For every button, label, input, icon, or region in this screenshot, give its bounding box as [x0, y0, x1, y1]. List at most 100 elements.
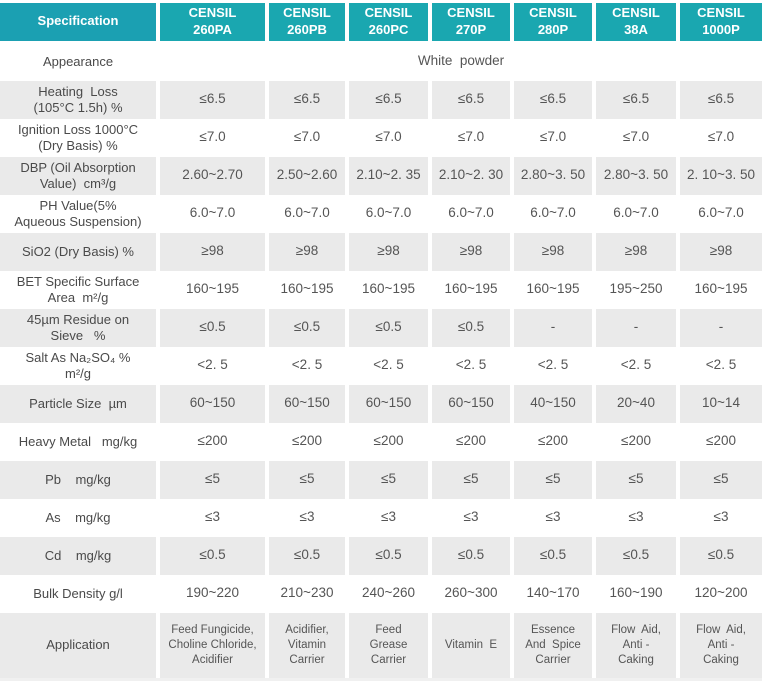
value-cell: 6.0~7.0: [160, 194, 269, 233]
value-cell: <2. 5: [160, 346, 269, 385]
value-cell: 10~14: [680, 384, 762, 423]
value-cell: 6.0~7.0: [680, 194, 762, 233]
table-row-as: As mg/kg ≤3 ≤3 ≤3 ≤3 ≤3 ≤3 ≤3: [0, 498, 762, 537]
spec-label: PH Value(5% Aqueous Suspension): [0, 194, 160, 233]
value-cell: ≤0.5: [514, 536, 596, 575]
value-cell: ≤7.0: [160, 118, 269, 157]
spec-label: Heavy Metal mg/kg: [0, 422, 160, 461]
value-cell: 20~40: [596, 384, 680, 423]
value-cell: ≤6.5: [349, 80, 432, 119]
value-cell: 2. 10~3. 50: [680, 156, 762, 195]
table-row-salt-as-na2so4: Salt As Na₂SO₄ % m²/g <2. 5 <2. 5 <2. 5 <2. …: [0, 346, 762, 385]
value-cell: ≤5: [160, 460, 269, 499]
value-cell: ≤5: [269, 460, 349, 499]
spec-label: 45µm Residue on Sieve %: [0, 308, 160, 347]
value-cell: ≤200: [269, 422, 349, 461]
value-cell: Essence And Spice Carrier: [514, 612, 596, 678]
value-cell: ≥98: [349, 232, 432, 271]
spec-label: Salt As Na₂SO₄ % m²/g: [0, 346, 160, 385]
value-cell: ≤0.5: [596, 536, 680, 575]
value-cell: 195~250: [596, 270, 680, 309]
table-header: Specification CENSIL 260PA CENSIL 260PB CEN…: [0, 0, 762, 43]
value-cell: ≥98: [432, 232, 514, 271]
value-cell: Flow Aid, Anti - Caking: [596, 612, 680, 678]
value-cell: ≤6.5: [160, 80, 269, 119]
column-header-product: CENSIL 260PA: [160, 0, 269, 43]
value-cell: <2. 5: [680, 346, 762, 385]
value-cell: 60~150: [432, 384, 514, 423]
value-cell: -: [680, 308, 762, 347]
value-cell: 6.0~7.0: [596, 194, 680, 233]
value-cell: Vitamin E: [432, 612, 514, 678]
value-cell: White powder: [160, 42, 762, 81]
value-cell: ≤5: [349, 460, 432, 499]
value-cell: 6.0~7.0: [432, 194, 514, 233]
value-cell: ≤3: [514, 498, 596, 537]
value-cell: Feed Fungicide, Choline Chloride, Acidif…: [160, 612, 269, 678]
value-cell: 60~150: [160, 384, 269, 423]
value-cell: ≥98: [269, 232, 349, 271]
column-header-product: CENSIL 1000P: [680, 0, 762, 43]
value-cell: ≤0.5: [160, 308, 269, 347]
value-cell: ≤200: [432, 422, 514, 461]
value-cell: -: [596, 308, 680, 347]
value-cell: ≥98: [514, 232, 596, 271]
table-row-application: Application Feed Fungicide, Choline Chlor…: [0, 612, 762, 678]
column-header-product: CENSIL 260PB: [269, 0, 349, 43]
table-row-bet-surface-area: BET Specific Surface Area m²/g 160~195 160…: [0, 270, 762, 309]
value-cell: Acidifier, Vitamin Carrier: [269, 612, 349, 678]
value-cell: <2. 5: [269, 346, 349, 385]
value-cell: ≤7.0: [596, 118, 680, 157]
value-cell: ≤0.5: [432, 308, 514, 347]
value-cell: ≤7.0: [432, 118, 514, 157]
value-cell: ≥98: [680, 232, 762, 271]
spec-label: As mg/kg: [0, 498, 160, 537]
value-cell: ≤5: [514, 460, 596, 499]
value-cell: 60~150: [269, 384, 349, 423]
value-cell: 160~195: [514, 270, 596, 309]
value-cell: <2. 5: [349, 346, 432, 385]
value-cell: ≤0.5: [269, 536, 349, 575]
value-cell: 120~200: [680, 574, 762, 613]
value-cell: ≥98: [596, 232, 680, 271]
value-cell: 140~170: [514, 574, 596, 613]
table-row-heavy-metal: Heavy Metal mg/kg ≤200 ≤200 ≤200 ≤200 ≤200 ≤20…: [0, 422, 762, 461]
value-cell: ≤3: [160, 498, 269, 537]
value-cell: 2.80~3. 50: [596, 156, 680, 195]
value-cell: ≤5: [680, 460, 762, 499]
table-row-dbp-oil-absorption: DBP (Oil Absorption Value) cm³/g 2.60~2.7…: [0, 156, 762, 195]
value-cell: ≤200: [514, 422, 596, 461]
value-cell: ≤200: [349, 422, 432, 461]
table-row-particle-size: Particle Size µm 60~150 60~150 60~150 60~150…: [0, 384, 762, 423]
value-cell: ≤6.5: [514, 80, 596, 119]
column-header-product: CENSIL 270P: [432, 0, 514, 43]
value-cell: 2.80~3. 50: [514, 156, 596, 195]
spec-label: Ignition Loss 1000°C (Dry Basis) %: [0, 118, 160, 157]
value-cell: ≤0.5: [269, 308, 349, 347]
spec-label: Pb mg/kg: [0, 460, 160, 499]
spec-label: Bulk Density g/l: [0, 574, 160, 613]
table-row-pb: Pb mg/kg ≤5 ≤5 ≤5 ≤5 ≤5 ≤5 ≤5: [0, 460, 762, 499]
spec-label: BET Specific Surface Area m²/g: [0, 270, 160, 309]
value-cell: 40~150: [514, 384, 596, 423]
table-body: Appearance White powder Heating Loss (105°…: [0, 42, 762, 678]
value-cell: 160~190: [596, 574, 680, 613]
column-header-product: CENSIL 260PC: [349, 0, 432, 43]
value-cell: 2.10~2. 30: [432, 156, 514, 195]
value-cell: 6.0~7.0: [514, 194, 596, 233]
value-cell: ≤0.5: [680, 536, 762, 575]
value-cell: 2.60~2.70: [160, 156, 269, 195]
value-cell: 260~300: [432, 574, 514, 613]
spec-label: Particle Size µm: [0, 384, 160, 423]
value-cell: 160~195: [160, 270, 269, 309]
value-cell: 2.50~2.60: [269, 156, 349, 195]
value-cell: ≤6.5: [596, 80, 680, 119]
spec-label: DBP (Oil Absorption Value) cm³/g: [0, 156, 160, 195]
value-cell: 210~230: [269, 574, 349, 613]
spec-label: Heating Loss (105°C 1.5h) %: [0, 80, 160, 119]
value-cell: ≤200: [160, 422, 269, 461]
value-cell: <2. 5: [596, 346, 680, 385]
value-cell: ≤3: [432, 498, 514, 537]
table-row-sio2: SiO2 (Dry Basis) % ≥98 ≥98 ≥98 ≥98 ≥98 ≥98 ≥98: [0, 232, 762, 271]
